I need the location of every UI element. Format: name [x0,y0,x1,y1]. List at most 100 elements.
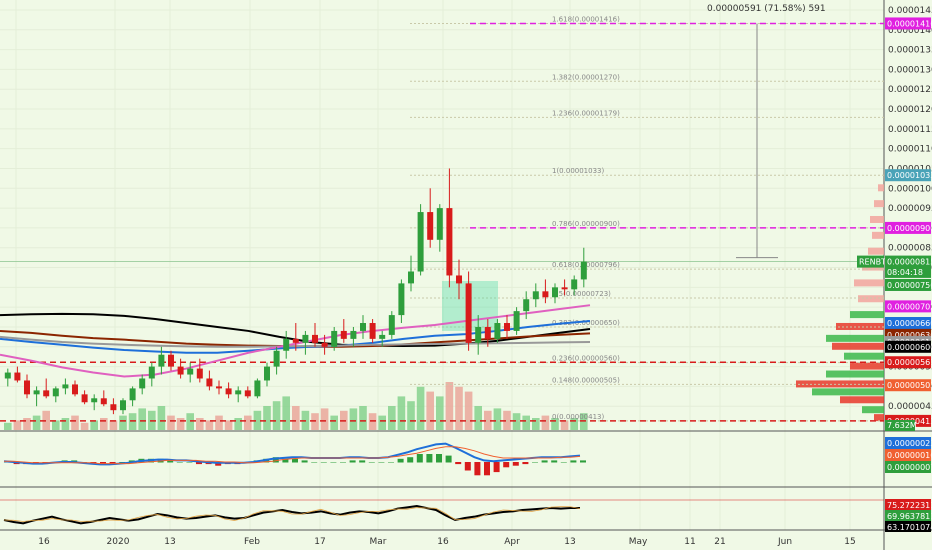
volume-bar [234,418,242,430]
macd-histogram-bar [474,462,481,476]
candle-body [417,212,424,272]
volume-bar [80,422,89,430]
fib-level-label: 1(0.00001033) [552,167,604,175]
volume-profile-bar [840,396,884,404]
price-tag-bg [885,255,931,268]
candle-body [388,315,395,335]
macd-tag-text: 0.00000023 [887,439,932,448]
price-tick-label: 0.00000450 [888,402,932,412]
macd-histogram-bar [320,462,327,463]
volume-bar [378,415,386,430]
candle-body [14,372,21,381]
volume-profile-bar [850,362,884,370]
volume-bar [560,420,569,430]
candle-body [110,404,117,411]
volume-profile-bar [878,184,884,192]
volume-bar [397,396,406,430]
volume-tag-bg [885,420,915,431]
price-tick-label: 0.00001000 [888,184,932,194]
ma-line [0,320,591,354]
candle-body [177,366,184,375]
macd-pane [3,442,586,476]
price-tag-text: 0.00000630 [887,331,932,340]
price-tag-bg [885,340,931,353]
macd-histogram-bar [426,454,433,463]
candle-body [225,388,232,395]
fib-level-label: 0.382(0.00000650) [552,319,620,327]
candle-body [254,380,261,397]
time-tick-label: May [629,537,648,547]
volume-bar [436,396,444,430]
time-tick-label: 16 [437,537,449,547]
volume-profile-bar [832,342,884,350]
candle-body [456,275,462,284]
fib-level-label: 1.382(0.00001270) [552,73,620,81]
candlestick-series [4,168,587,415]
candle-body [4,372,11,379]
volume-bar [176,418,185,430]
volume-bar [416,386,425,430]
macd-tag-text: 0.00000016 [887,451,932,460]
volume-profile-bar [826,334,884,342]
time-tick-label: 17 [314,537,325,547]
volume-bar [109,420,118,430]
time-axis[interactable]: 16 2020 13 Feb 17 Mar 16 Apr 13 May 11 21 Jun 15 [38,537,855,547]
candle-body [436,208,443,240]
fib-level-label: 1.236(0.00001179) [552,109,620,117]
osc-tag-bg [885,521,931,532]
time-tick-label: Apr [504,537,520,547]
candle-body [148,366,155,379]
price-tag-bg [885,300,931,313]
price-tag-bg [885,278,931,291]
candle-body [292,338,299,343]
price-tag-bg [885,379,931,392]
measure-tool[interactable]: 0.00000591 (71.58%) 591 [707,4,826,259]
volume-bar [493,408,502,430]
macd-histogram-bar [512,462,519,466]
time-tick-label: 15 [844,537,855,547]
macd-histogram-bar [301,460,308,463]
price-tick-label: 0.00001300 [888,65,932,75]
volume-bar [100,418,108,430]
macd-histogram-bar [100,462,106,465]
fib-level-label: 0.786(0.00000900) [552,220,620,228]
candle-body [542,291,549,298]
macd-histogram-bar [522,462,529,465]
candle-body [62,384,69,389]
candle-body [379,334,386,339]
volume-profile-bar [870,215,884,223]
macd-histogram-bar [119,462,126,463]
volume-bar [253,410,262,430]
fib-level-label: 0.5(0.00000723) [552,290,611,298]
price-tick-label: 0.00001200 [888,105,932,115]
volume-bar [61,418,70,430]
macd-histogram-bar [416,454,423,463]
candle-body [302,334,309,343]
macd-histogram-bar [176,462,183,463]
macd-histogram-bar [109,462,116,465]
fib-retracement[interactable]: 1.618(0.00001416) 1.382(0.00001270) 1.236(… [0,15,884,422]
time-tick-label: 13 [564,537,575,547]
volume-bar [272,401,281,430]
volume-bar [349,408,358,430]
macd-tag-text: 0.00000007 [887,463,932,472]
price-tick-label: 0.00001100 [888,145,932,155]
time-tick-label: 13 [164,537,175,547]
volume-profile-bar [854,279,884,287]
macd-histogram-bar [167,460,174,463]
price-tag-text: 0.00001416 [887,19,932,28]
osc-tag-bg [885,499,931,510]
volume-bar [282,396,290,430]
volume-bar [244,415,252,430]
symbol-tag-text: RENBTC [859,258,892,267]
price-tick-label: 0.00001350 [888,46,932,56]
volume-profile-bar [850,311,884,319]
candle-body [235,390,242,395]
candle-body [465,283,472,343]
macd-histogram-bar [215,462,222,466]
volume-profile-bar [868,247,884,255]
price-tag-text: 0.00000600 [887,343,932,352]
price-tag-bg [885,17,931,30]
